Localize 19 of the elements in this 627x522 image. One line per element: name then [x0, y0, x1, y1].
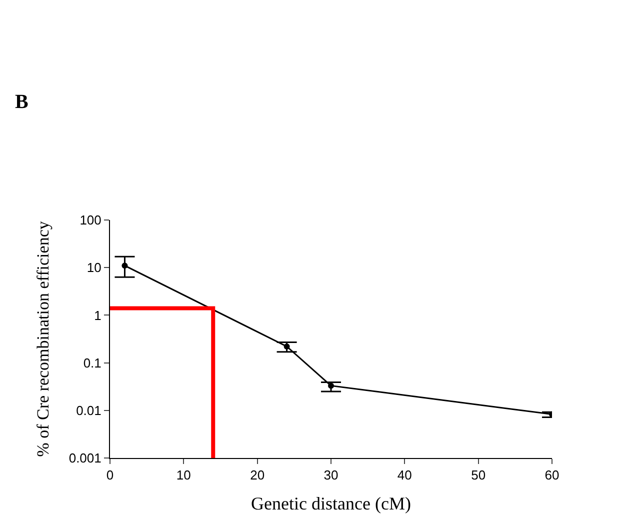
- x-tick-label: 50: [471, 468, 486, 483]
- x-tick-label: 40: [397, 468, 412, 483]
- point: [284, 344, 290, 350]
- x-tick-label: 10: [176, 468, 191, 483]
- y-tick-label: 0.001: [68, 450, 102, 466]
- y-tick-label: 1: [94, 308, 102, 323]
- text: B: [15, 91, 28, 113]
- y-tick-label: 10: [86, 260, 102, 276]
- x-tick-label: 20: [250, 468, 265, 483]
- x-tick-label: 0: [106, 468, 114, 483]
- point: [122, 262, 128, 269]
- point: [328, 382, 334, 389]
- y-axis-title: % of Cre recombination efficiency: [33, 220, 52, 457]
- x-tick-label: 30: [324, 468, 338, 483]
- y-tick-label: 100: [80, 212, 102, 228]
- x-tick-label: 60: [544, 468, 560, 483]
- x-axis-title: Genetic distance (cM): [251, 494, 411, 514]
- y-tick-label: 0.01: [76, 402, 102, 418]
- y-tick-label: 0.1: [83, 355, 102, 370]
